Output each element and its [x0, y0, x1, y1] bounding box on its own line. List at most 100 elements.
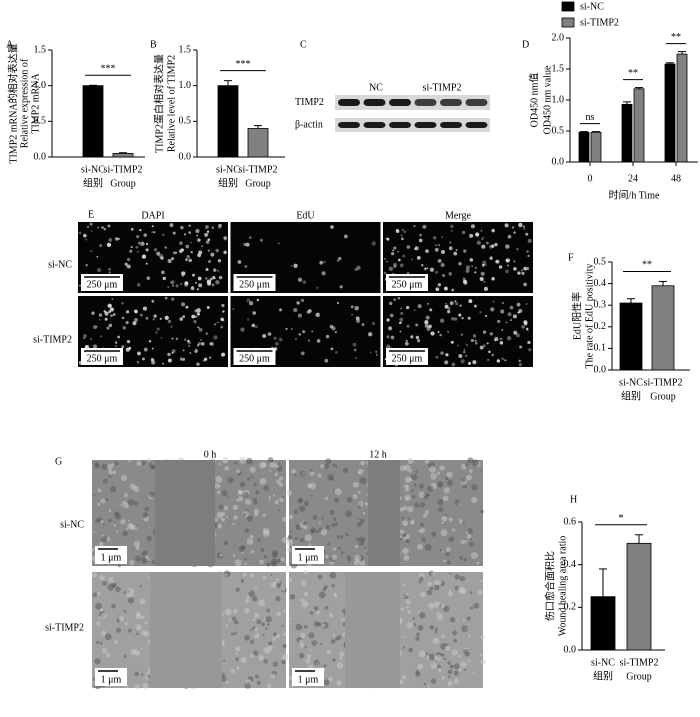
row-label: TIMP2 [295, 97, 324, 108]
cell-texture [454, 574, 460, 580]
cell [354, 306, 359, 311]
cell [441, 250, 445, 254]
cell-texture [224, 608, 232, 616]
cell [115, 341, 118, 344]
cell [473, 304, 477, 308]
cell [451, 288, 455, 292]
cell-texture [268, 641, 273, 646]
cell-texture [101, 630, 107, 636]
cell-texture [433, 601, 441, 608]
cell [180, 248, 184, 252]
cell [471, 265, 473, 268]
cell [141, 254, 147, 259]
cell-texture [135, 555, 142, 562]
cell [330, 225, 334, 229]
cell-texture [143, 560, 146, 563]
cell [470, 224, 475, 229]
cell [472, 334, 477, 338]
cell [134, 309, 138, 314]
cell-texture [467, 457, 474, 464]
cell [171, 297, 175, 301]
cell-texture [429, 625, 435, 630]
cell-texture [276, 479, 281, 485]
cell-texture [431, 531, 437, 537]
cell [95, 325, 98, 328]
cell-texture [244, 528, 250, 534]
y-tick-label: 0.5 [594, 256, 607, 267]
cell [213, 268, 217, 272]
cell-texture [468, 541, 474, 547]
cell [90, 230, 93, 233]
cell-texture [451, 649, 458, 656]
x-axis-label: Group [626, 671, 652, 682]
cell-texture [101, 580, 107, 586]
y-tick-label: 0.1 [594, 343, 607, 354]
cell [223, 250, 227, 255]
cell-texture [118, 616, 125, 622]
cell [162, 362, 165, 365]
error-bar [592, 131, 600, 133]
cell [527, 254, 530, 258]
cell [298, 333, 302, 336]
cell-texture [336, 535, 341, 539]
y-tick-label: 1.0 [179, 80, 192, 91]
cell [441, 236, 443, 238]
significance-label: *** [236, 59, 251, 70]
cell-texture [240, 579, 245, 583]
cell [175, 284, 179, 288]
x-tick-label: si-TIMP2 [104, 164, 143, 175]
cell-texture [459, 575, 466, 582]
cell-texture [224, 465, 230, 471]
cell [172, 251, 176, 255]
cell [440, 351, 444, 355]
cell-texture [299, 470, 306, 478]
cell [525, 327, 529, 331]
cell [391, 252, 395, 256]
cell-texture [471, 459, 479, 467]
cell-texture [262, 633, 265, 636]
cell-texture [272, 549, 279, 556]
cell [254, 325, 258, 329]
cell [143, 347, 148, 352]
cell-texture [434, 584, 440, 591]
cell-texture [254, 633, 260, 639]
cell [153, 231, 156, 234]
cell-texture [132, 485, 140, 493]
cell [361, 323, 365, 326]
cell-texture [227, 477, 234, 484]
cell-texture [331, 523, 335, 527]
cell-texture [357, 505, 361, 509]
y-tick-label: 0.0 [594, 364, 607, 375]
blot-band [338, 99, 360, 106]
cell-texture [266, 562, 271, 567]
y-axis-label: TIMP2 mRNA [30, 73, 41, 134]
cell-texture [469, 606, 474, 610]
cell-texture [234, 461, 238, 465]
cell [386, 260, 388, 263]
cell-texture [407, 610, 412, 614]
y-axis-label: The rate of EdU positivity [584, 264, 595, 369]
cell-texture [320, 528, 328, 536]
cell-texture [414, 502, 420, 508]
x-tick-label: si-NC [216, 164, 240, 175]
panel-label: D [522, 39, 529, 50]
cell [136, 360, 140, 364]
cell-texture [458, 668, 462, 672]
cell [184, 282, 189, 287]
cell-texture [252, 497, 257, 502]
cell-texture [304, 534, 312, 542]
cell-texture [288, 514, 294, 520]
cell [469, 233, 474, 238]
cell [164, 296, 168, 300]
cell [277, 242, 280, 245]
cell-texture [404, 476, 412, 483]
bar [676, 53, 688, 163]
cell [209, 342, 213, 346]
y-tick-label: 1.5 [179, 44, 192, 55]
cell [207, 249, 210, 252]
cell [386, 237, 390, 241]
cell-texture [353, 559, 360, 566]
cell [222, 310, 225, 313]
cell [114, 237, 119, 241]
cell-texture [303, 591, 309, 597]
